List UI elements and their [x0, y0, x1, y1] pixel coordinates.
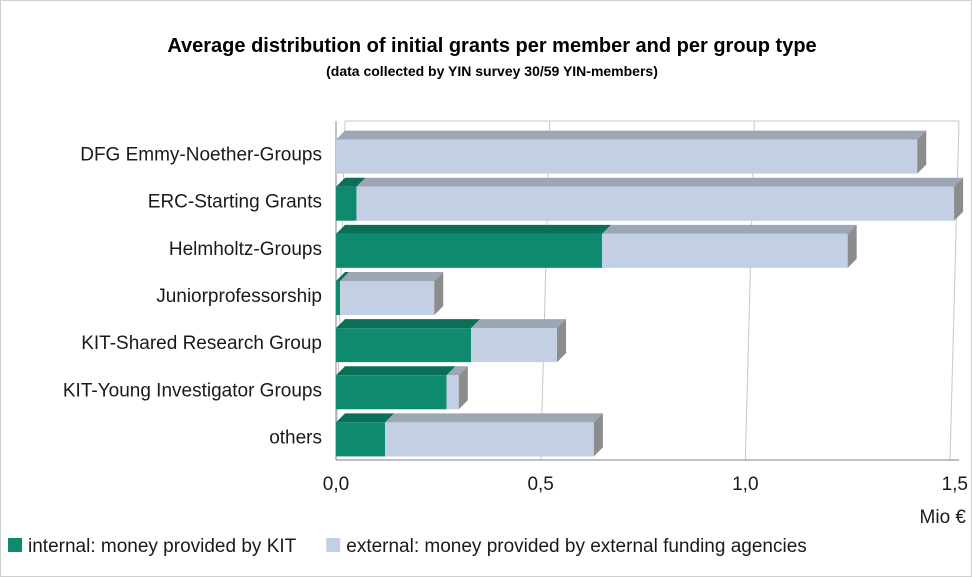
bar-top-external [385, 413, 603, 423]
bar-top-external [446, 366, 468, 376]
bar-top-internal [336, 224, 612, 234]
bar-internal [336, 233, 603, 268]
bar-end-cap [917, 130, 927, 174]
chart-title: Average distribution of initial grants p… [167, 35, 816, 57]
category-label: KIT-Shared Research Group [81, 333, 322, 354]
legend-label: external: money provided by external fun… [346, 536, 807, 557]
bar-external [336, 139, 918, 174]
chart-subtitle: (data collected by YIN survey 30/59 YIN-… [326, 63, 658, 79]
category-label: Juniorprofessorship [156, 286, 322, 307]
bar-internal [336, 328, 472, 363]
bar-top-internal [336, 319, 481, 329]
legend-swatch [8, 538, 22, 552]
category-label: others [269, 427, 322, 448]
legend: internal: money provided by KIT external:… [8, 536, 807, 557]
bar-top-external [356, 177, 964, 187]
x-tick-label: 1,5 [942, 474, 968, 495]
bar-top-external [340, 272, 444, 281]
bar-external [602, 233, 848, 268]
category-label: ERC-Starting Grants [148, 192, 322, 213]
x-tick-label: 0,0 [323, 474, 349, 495]
category-label: DFG Emmy-Noether-Groups [80, 145, 322, 166]
legend-swatch [326, 538, 341, 552]
x-tick-label: 1,0 [732, 474, 758, 495]
plot-area: DFG Emmy-Noether-Groups ERC-Starting Gran… [63, 120, 968, 528]
bar-end-cap [847, 224, 857, 268]
bar-external [385, 422, 594, 457]
bar-top-internal [336, 413, 395, 423]
bar-internal [336, 375, 447, 410]
bar-internal [336, 186, 357, 221]
bar-internal [336, 281, 341, 315]
category-label: Helmholtz-Groups [169, 239, 322, 260]
bar-top-external [471, 319, 567, 329]
bar-top-internal [336, 272, 350, 281]
bar-top-external [336, 130, 927, 140]
bar-end-cap [434, 272, 444, 315]
bar-external [471, 328, 558, 363]
bar-top-internal [336, 177, 366, 187]
x-unit-label: Mio € [920, 507, 967, 528]
bar-top-external [602, 224, 857, 234]
bar-external [356, 186, 955, 221]
category-label: KIT-Young Investigator Groups [63, 380, 322, 401]
bar-end-cap [557, 319, 567, 363]
bar-top-internal [336, 366, 456, 376]
bar-end-cap [458, 366, 468, 410]
gridline [540, 120, 551, 461]
gridline [744, 120, 755, 461]
x-tick-label: 0,5 [527, 474, 553, 495]
legend-label: internal: money provided by KIT [28, 536, 297, 557]
bar-internal [336, 422, 386, 457]
gridline [949, 120, 960, 461]
bar-end-cap [954, 177, 964, 221]
bar-end-cap [593, 413, 603, 457]
bar-external [340, 281, 435, 315]
bar-external [446, 375, 459, 410]
